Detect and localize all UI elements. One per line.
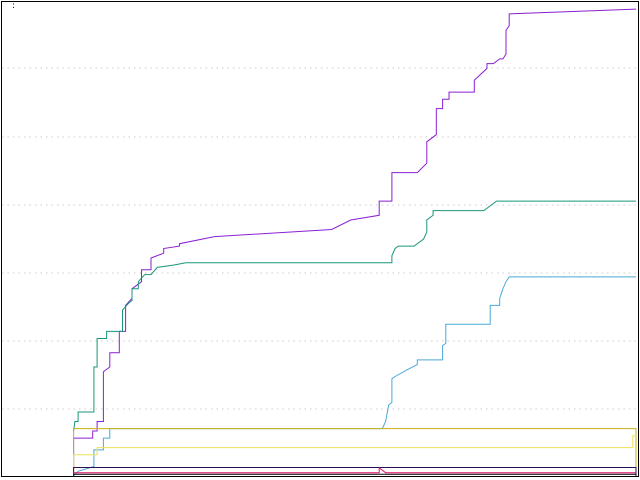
series-line-5 — [73, 435, 636, 476]
gridlines — [2, 67, 636, 410]
series-line-1 — [73, 8, 637, 471]
series-line-3 — [73, 276, 636, 477]
series-line-4 — [73, 428, 637, 476]
y-tick-label: : — [12, 1, 15, 11]
series-lines — [73, 8, 637, 477]
tick-labels: : — [12, 1, 15, 11]
series-line-7 — [73, 466, 636, 474]
series-line-2 — [73, 200, 636, 432]
series-line-6 — [73, 467, 637, 476]
